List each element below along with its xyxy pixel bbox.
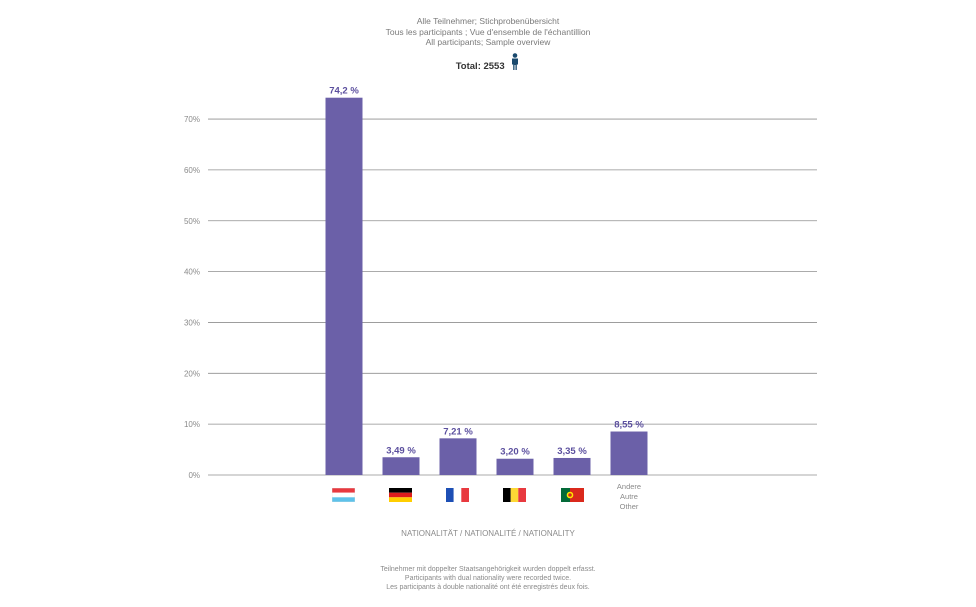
- x-axis-title: NATIONALITÄT / NATIONALITÉ / NATIONALITY: [401, 529, 575, 538]
- y-tick-label-50: 50%: [184, 217, 200, 226]
- bar-value-label-4: 3,35 %: [557, 446, 587, 457]
- category-label-other: Andere Autre Other: [599, 482, 659, 512]
- y-tick-label-40: 40%: [184, 268, 200, 277]
- y-tick-label-30: 30%: [184, 318, 200, 327]
- bar-4: [553, 457, 591, 475]
- title-english: All participants; Sample overview: [425, 37, 551, 47]
- flag-portugal-icon: [561, 488, 584, 502]
- person-icon: [510, 53, 520, 73]
- other-label-de: Andere: [616, 482, 642, 491]
- footnote-english: Participants with dual nationality were …: [404, 575, 572, 582]
- bar-2: [439, 438, 477, 475]
- flag-france-icon: [446, 488, 469, 502]
- footnote-french: Les participants à double nationalité on…: [386, 584, 590, 591]
- other-label-en: Other: [619, 502, 639, 511]
- y-tick-label-60: 60%: [184, 166, 200, 175]
- bar-3: [496, 458, 534, 475]
- bar-0: [325, 97, 363, 476]
- footnote: Teilnehmer mit doppelter Staatsangehörig…: [0, 565, 976, 592]
- bar-1: [382, 457, 420, 475]
- total-count: Total: 2553: [0, 53, 976, 73]
- bar-value-label-2: 7,21 %: [443, 426, 473, 437]
- total-text: Total: 2553: [455, 61, 505, 72]
- flag-germany-icon: [389, 488, 412, 502]
- y-tick-label-70: 70%: [184, 115, 200, 124]
- title-german: Alle Teilnehmer; Stichprobenübersicht: [416, 16, 560, 26]
- bar-5: [610, 431, 648, 475]
- y-tick-label-0: 0%: [188, 471, 200, 480]
- bar-value-label-1: 3,49 %: [386, 445, 416, 456]
- flag-luxembourg-icon: [331, 487, 356, 503]
- y-tick-label-10: 10%: [184, 420, 200, 429]
- other-label-fr: Autre: [620, 492, 638, 501]
- bar-value-label-0: 74,2 %: [329, 86, 359, 97]
- chart-titles: Alle Teilnehmer; Stichprobenübersicht To…: [0, 16, 976, 48]
- title-french: Tous les participants ; Vue d'ensemble d…: [385, 26, 591, 37]
- flag-belgium-icon: [503, 488, 526, 502]
- footnote-german: Teilnehmer mit doppelter Staatsangehörig…: [380, 566, 596, 573]
- y-tick-label-20: 20%: [184, 369, 200, 378]
- bar-value-label-3: 3,20 %: [500, 447, 530, 458]
- bar-value-label-5: 8,55 %: [614, 420, 644, 431]
